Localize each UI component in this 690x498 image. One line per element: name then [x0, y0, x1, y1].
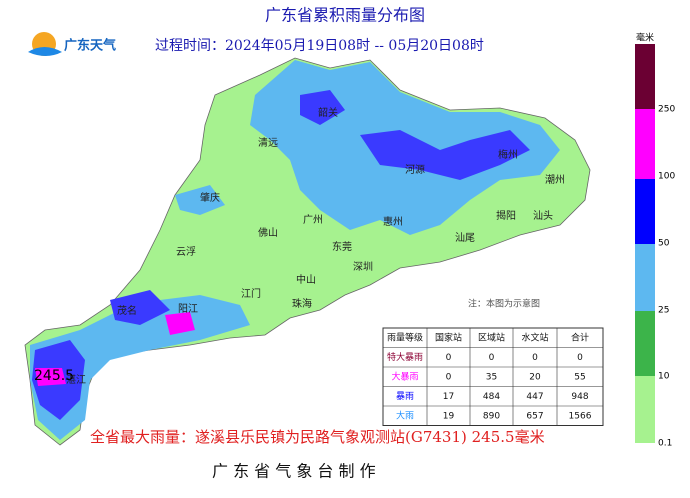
table-cell: 0 [577, 353, 583, 363]
table-cell: 447 [526, 392, 543, 402]
legend-swatch [635, 311, 655, 376]
table-cell: 19 [443, 411, 455, 421]
table-cell: 948 [571, 392, 588, 402]
city: 韶关 [318, 106, 338, 119]
city: 云浮 [176, 246, 196, 258]
producer: 广 东 省 气 象 台 制 作 [212, 462, 376, 481]
city: 河源 [405, 163, 425, 176]
title: 广东省累积雨量分布图 [265, 6, 425, 25]
table-cell: 35 [486, 372, 497, 382]
city: 珠海 [292, 297, 312, 310]
table-cell: 合计 [571, 331, 589, 343]
city: 中山 [296, 273, 316, 286]
table-cell: 暴雨 [396, 391, 414, 402]
table-cell: 20 [529, 372, 541, 382]
city: 汕头 [533, 210, 553, 222]
city: 梅州 [498, 148, 518, 161]
table-cell: 1566 [569, 411, 592, 421]
legend-unit: 毫米 [636, 32, 654, 44]
table-cell: 890 [483, 411, 500, 421]
legend-label: 25 [658, 306, 669, 316]
legend-swatch [635, 179, 655, 244]
table-cell: 0 [446, 353, 452, 363]
legend: 毫米 250 100 50 25 10 0.1 [635, 32, 675, 449]
table-cell: 0 [446, 372, 452, 382]
table-cell: 雨量等级 [387, 331, 423, 343]
table-cell: 484 [483, 392, 500, 402]
city: 湛江 [66, 374, 86, 386]
city: 佛山 [258, 226, 278, 239]
city: 肇庆 [200, 191, 220, 204]
legend-label: 0.1 [658, 439, 672, 449]
table-cell: 17 [443, 392, 454, 402]
legend-label: 10 [658, 372, 670, 382]
city: 广州 [303, 214, 323, 226]
city: 汕尾 [455, 232, 475, 244]
logo: 广东天气 [28, 32, 116, 56]
city: 潮州 [545, 173, 565, 186]
table-cell: 特大暴雨 [387, 351, 423, 363]
legend-swatch [635, 376, 655, 443]
table-cell: 大暴雨 [391, 370, 418, 382]
table-cell: 水文站 [521, 331, 548, 343]
table-cell: 0 [489, 353, 495, 363]
period: 过程时间：2024年05月19日08时 -- 05月20日08时 [155, 38, 484, 54]
city: 江门 [241, 287, 261, 300]
table-cell: 657 [526, 411, 543, 421]
city: 惠州 [383, 215, 403, 228]
rain-map [24, 57, 591, 446]
legend-swatch [635, 109, 655, 179]
city: 清远 [258, 136, 278, 149]
table-cell: 0 [532, 353, 538, 363]
city: 茂名 [117, 304, 137, 317]
table-cell: 大雨 [396, 409, 414, 421]
table-cell: 区域站 [478, 331, 505, 343]
table-cell: 国家站 [435, 331, 462, 343]
max-rain: 全省最大雨量：遂溪县乐民镇为民路气象观测站(G7431) 245.5毫米 [90, 428, 545, 446]
logo-text: 广东天气 [64, 38, 116, 54]
note: 注：本图为示意图 [468, 298, 540, 310]
legend-label: 50 [658, 239, 670, 249]
table-frame [382, 327, 604, 426]
legend-swatch [635, 44, 655, 109]
legend-label: 250 [658, 105, 675, 115]
city-labels: 韶关 清远 河源 梅州 潮州 肇庆 广州 惠州 揭阳 汕头 云浮 佛山 东莞 汕… [34, 106, 565, 386]
legend-swatch [635, 244, 655, 311]
city: 阳江 [178, 303, 198, 315]
city: 东莞 [332, 240, 352, 253]
city: 揭阳 [496, 209, 516, 222]
max-value-label: 245.5 [34, 368, 74, 384]
table-cell: 55 [574, 372, 585, 382]
city: 深圳 [353, 261, 373, 273]
legend-label: 100 [658, 172, 675, 182]
